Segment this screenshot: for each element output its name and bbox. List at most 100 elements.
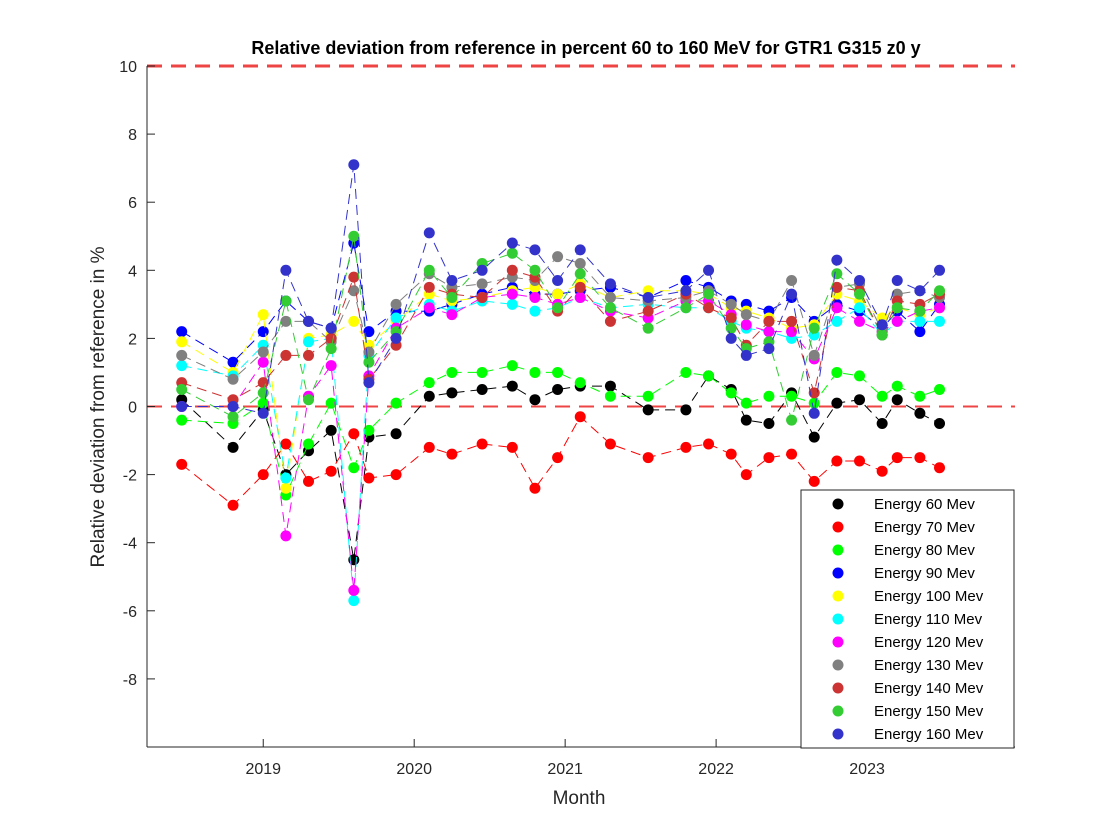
data-point (280, 295, 292, 307)
legend-entry: Energy 110 Mev (874, 611, 983, 628)
data-point (604, 292, 616, 304)
data-point (446, 309, 458, 321)
data-point (725, 448, 737, 460)
x-tick-label: 2019 (245, 761, 281, 778)
data-point (934, 462, 946, 474)
data-point (476, 438, 488, 450)
data-point (529, 305, 541, 317)
legend: Energy 60 Mev Energy 70 Mev Energy 80 Mev E… (800, 489, 1015, 749)
data-point (808, 322, 820, 334)
data-point (725, 312, 737, 324)
y-tick-label: -4 (123, 536, 137, 553)
data-point (506, 298, 518, 310)
data-point (476, 292, 488, 304)
data-point (423, 281, 435, 293)
legend-entry: Energy 130 Mev (874, 657, 984, 674)
data-point (604, 278, 616, 290)
data-point (529, 482, 541, 494)
data-point (390, 332, 402, 344)
data-point (506, 441, 518, 453)
data-point (703, 438, 715, 450)
data-point (891, 452, 903, 464)
data-point (506, 247, 518, 259)
data-point (854, 394, 866, 406)
data-point (763, 343, 775, 355)
data-point (574, 377, 586, 389)
data-point (348, 428, 360, 440)
legend-entry: Energy 60 Mev (874, 496, 975, 513)
y-tick-label: 4 (128, 263, 137, 280)
legend-marker (832, 521, 844, 533)
data-point (363, 326, 375, 338)
series-10 (176, 159, 946, 419)
y-tick-label: -2 (123, 468, 137, 485)
data-point (808, 475, 820, 487)
data-point (257, 356, 269, 368)
data-point (604, 315, 616, 327)
legend-marker (832, 590, 844, 602)
data-point (604, 380, 616, 392)
legend-entry: Energy 160 Mev (874, 726, 984, 743)
data-point (257, 407, 269, 419)
legend-marker (832, 682, 844, 694)
data-point (303, 315, 315, 327)
data-point (529, 292, 541, 304)
data-point (446, 448, 458, 460)
x-axis-label: Month (553, 788, 606, 809)
data-point (831, 315, 843, 327)
data-point (914, 407, 926, 419)
data-point (423, 441, 435, 453)
data-point (506, 360, 518, 372)
data-point (529, 264, 541, 276)
data-point (552, 383, 564, 395)
legend-marker (832, 567, 844, 579)
data-point (831, 455, 843, 467)
data-point (257, 397, 269, 409)
data-point (303, 394, 315, 406)
data-point (740, 349, 752, 361)
data-point (703, 288, 715, 300)
data-point (786, 448, 798, 460)
x-tick-label: 2022 (698, 761, 734, 778)
data-point (423, 227, 435, 239)
data-point (786, 390, 798, 402)
data-point (914, 285, 926, 297)
data-point (506, 380, 518, 392)
data-point (891, 315, 903, 327)
data-point (257, 326, 269, 338)
data-point (642, 292, 654, 304)
y-tick-label: 6 (128, 195, 137, 212)
data-point (934, 285, 946, 297)
y-tick-label: 8 (128, 127, 137, 144)
data-point (325, 397, 337, 409)
data-point (176, 414, 188, 426)
data-point (176, 336, 188, 348)
data-point (348, 271, 360, 283)
series-1 (176, 411, 946, 511)
y-tick-label: -8 (123, 672, 137, 689)
data-point (390, 469, 402, 481)
data-point (552, 275, 564, 287)
data-point (446, 275, 458, 287)
legend-entry: Energy 90 Mev (874, 565, 975, 582)
data-point (786, 414, 798, 426)
data-point (934, 418, 946, 430)
data-point (552, 452, 564, 464)
legend-marker (832, 659, 844, 671)
data-point (876, 418, 888, 430)
data-point (574, 292, 586, 304)
data-point (363, 472, 375, 484)
data-point (934, 383, 946, 395)
data-point (604, 438, 616, 450)
data-point (348, 315, 360, 327)
data-point (552, 288, 564, 300)
legend-marker (832, 728, 844, 740)
data-point (390, 397, 402, 409)
data-point (506, 288, 518, 300)
legend-marker (832, 498, 844, 510)
data-point (934, 264, 946, 276)
data-point (786, 275, 798, 287)
data-point (363, 377, 375, 389)
data-point (476, 383, 488, 395)
